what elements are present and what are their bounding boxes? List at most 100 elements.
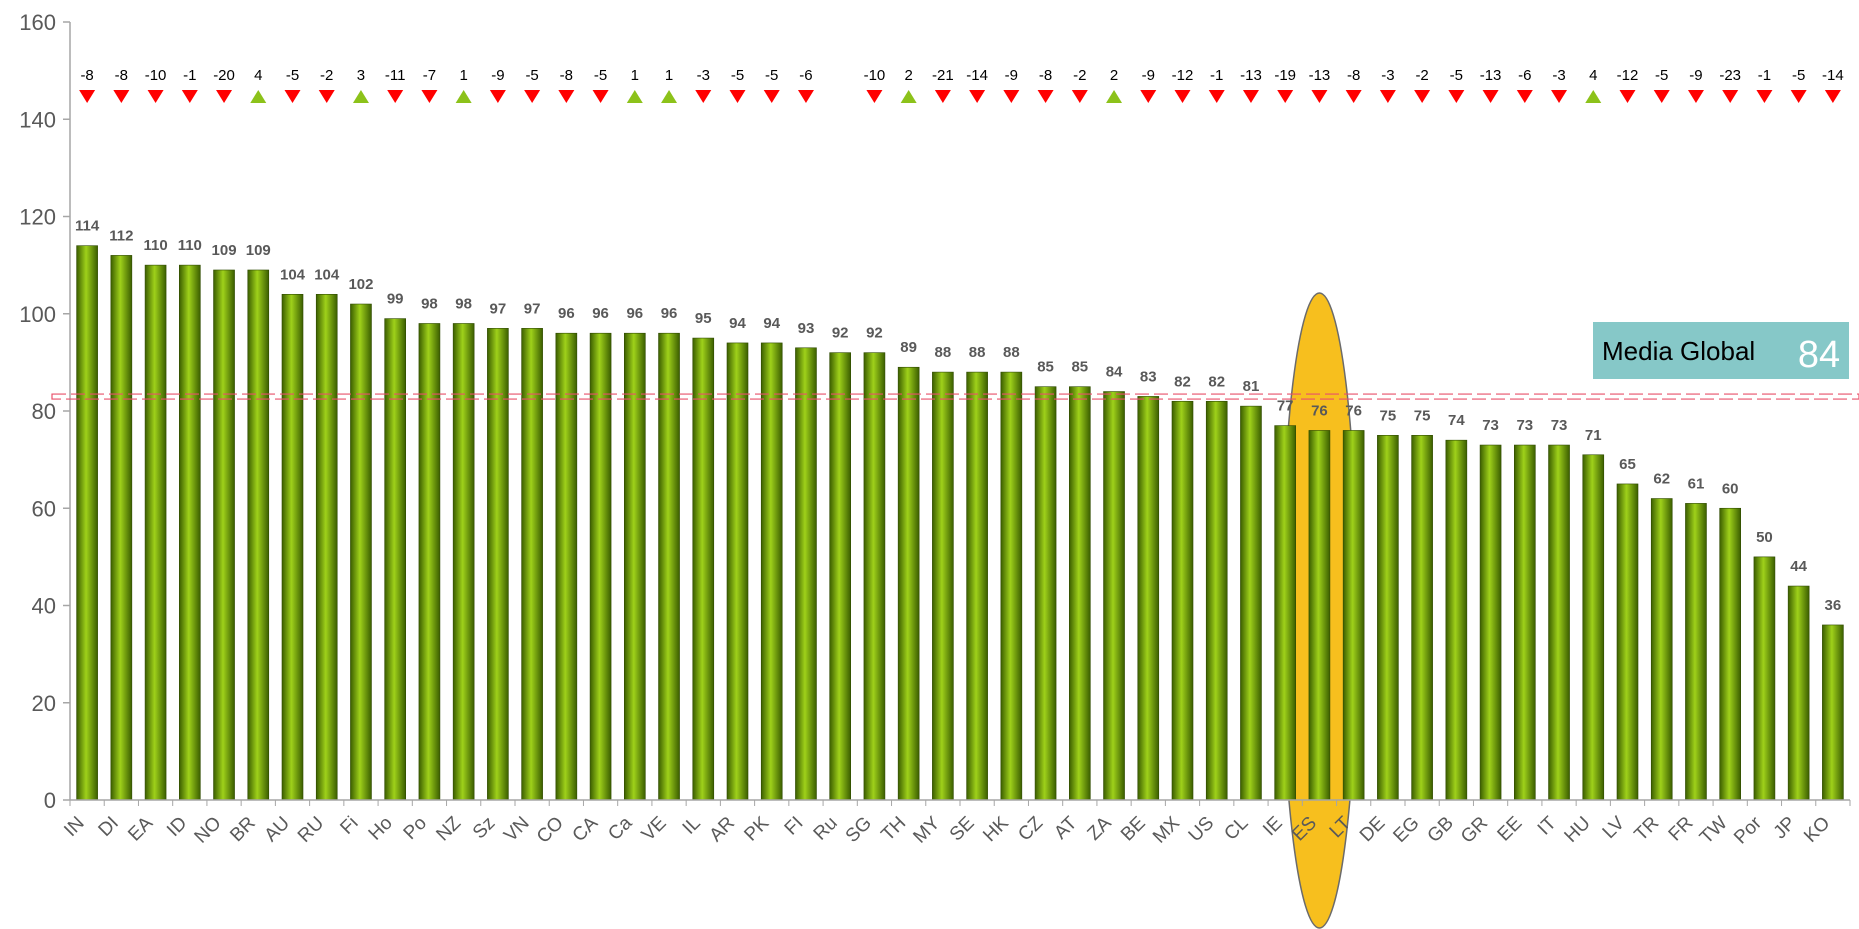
x-tick-label: IT: [1534, 812, 1561, 839]
bar-MY: [932, 371, 954, 801]
y-tick-label: 100: [19, 302, 56, 327]
x-tick-label: Fi: [336, 813, 362, 839]
data-label: 92: [832, 325, 849, 342]
down-triangle-icon: [934, 90, 951, 103]
change-label: -11: [385, 67, 406, 84]
x-tick-label: MX: [1149, 812, 1184, 847]
bar-LV: [1616, 483, 1639, 801]
down-triangle-icon: [969, 90, 986, 103]
bar-RU: [315, 293, 338, 801]
bar-LT: [1342, 430, 1365, 801]
change-label: -8: [115, 67, 128, 84]
change-label: -13: [1309, 67, 1331, 84]
x-tick-label: BR: [226, 813, 260, 847]
bar-DE: [1377, 435, 1399, 801]
down-triangle-icon: [1756, 90, 1773, 103]
bar-IL: [692, 337, 715, 801]
x-tick-label: IN: [60, 813, 88, 841]
data-label: 94: [729, 315, 746, 332]
x-tick-label: DI: [95, 813, 123, 841]
change-label: -8: [560, 67, 573, 84]
y-tick-label: 80: [32, 399, 56, 424]
change-label: -14: [1822, 67, 1844, 84]
change-label: -1: [1210, 67, 1223, 84]
x-tick-label: Sz: [469, 813, 500, 844]
data-label: 76: [1311, 402, 1328, 419]
change-label: -12: [1172, 67, 1194, 84]
down-triangle-icon: [79, 90, 96, 103]
bar-EE: [1514, 444, 1536, 801]
x-tick-label: CO: [533, 813, 568, 848]
bar-ES: [1308, 430, 1331, 801]
up-triangle-icon: [352, 90, 369, 103]
x-tick-label: LV: [1599, 812, 1630, 843]
data-label: 82: [1174, 373, 1191, 390]
x-tick-label: AU: [261, 813, 295, 847]
x-tick-label: EG: [1389, 813, 1423, 847]
bar-Fi: [350, 303, 372, 801]
data-label: 96: [661, 305, 678, 322]
change-label: 1: [631, 67, 639, 84]
down-triangle-icon: [695, 90, 712, 103]
bar-IE: [1274, 425, 1296, 801]
data-label: 50: [1756, 529, 1773, 546]
change-label: -9: [1689, 67, 1702, 84]
change-label: -6: [799, 67, 812, 84]
down-triangle-icon: [1208, 90, 1225, 103]
down-triangle-icon: [1551, 90, 1568, 103]
data-label: 61: [1688, 475, 1705, 492]
bar-GR: [1479, 444, 1502, 801]
reference-box: [1593, 322, 1849, 379]
bar-HU: [1582, 454, 1605, 801]
down-triangle-icon: [1037, 90, 1054, 103]
up-triangle-icon: [250, 90, 267, 103]
down-triangle-icon: [1619, 90, 1636, 103]
data-label: 112: [109, 227, 133, 244]
x-tick-label: EE: [1494, 813, 1527, 846]
change-label: -7: [423, 67, 436, 84]
data-label: 102: [348, 276, 373, 293]
x-tick-label: Ca: [604, 812, 636, 844]
change-label: 2: [1110, 67, 1118, 84]
bar-US: [1205, 400, 1228, 801]
data-label: 110: [143, 237, 167, 254]
x-tick-label: VE: [638, 813, 671, 846]
change-label: -19: [1274, 67, 1296, 84]
data-label: 83: [1140, 368, 1157, 385]
down-triangle-icon: [1071, 90, 1088, 103]
y-tick-label: 0: [44, 788, 56, 813]
down-triangle-icon: [558, 90, 575, 103]
bar-GB: [1445, 439, 1468, 801]
bar-SG: [863, 352, 886, 801]
change-label: 3: [357, 67, 365, 84]
change-label: -5: [1655, 67, 1668, 84]
down-triangle-icon: [387, 90, 404, 103]
bar-FR: [1685, 503, 1707, 801]
x-tick-label: GR: [1457, 813, 1492, 848]
bar-Ca: [624, 332, 646, 801]
x-tick-label: ZA: [1084, 812, 1116, 844]
change-label: -5: [1792, 67, 1805, 84]
data-label: 98: [455, 295, 472, 312]
bar-CA: [589, 332, 612, 801]
data-label: 110: [178, 237, 202, 254]
bar-ZA: [1103, 391, 1125, 801]
down-triangle-icon: [1687, 90, 1704, 103]
x-tick-label: RU: [294, 813, 328, 847]
x-tick-label: SE: [946, 813, 979, 846]
data-label: 81: [1243, 378, 1260, 395]
x-tick-label: Ru: [810, 813, 842, 845]
data-label: 77: [1277, 398, 1294, 415]
change-label: -23: [1719, 67, 1741, 84]
change-label: -5: [286, 67, 299, 84]
reference-line: [51, 393, 1859, 400]
reference-layer: Media Global 84: [51, 322, 1859, 400]
bar-AR: [726, 342, 749, 801]
data-label: 96: [592, 305, 609, 322]
data-label: 60: [1722, 480, 1739, 497]
down-triangle-icon: [1379, 90, 1396, 103]
x-tick-label: HU: [1561, 813, 1595, 847]
data-label: 88: [1003, 344, 1020, 361]
change-label: -13: [1240, 67, 1262, 84]
